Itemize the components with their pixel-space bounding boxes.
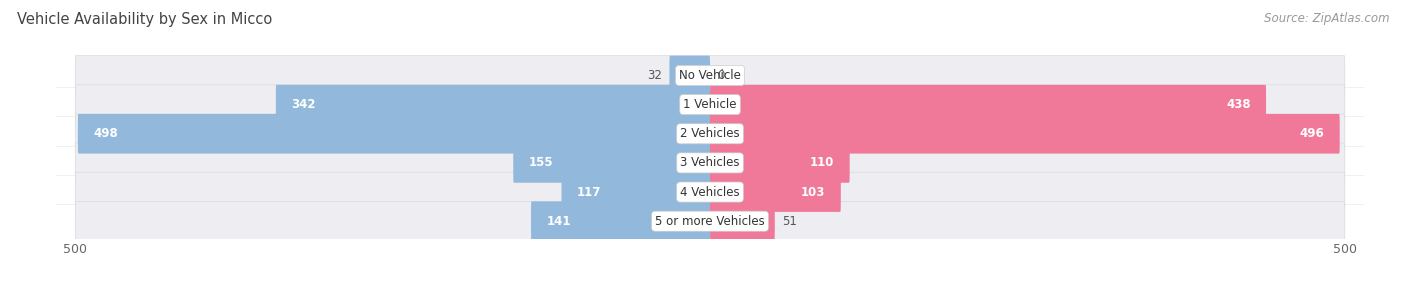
Text: Vehicle Availability by Sex in Micco: Vehicle Availability by Sex in Micco bbox=[17, 12, 273, 27]
Text: 51: 51 bbox=[782, 215, 797, 228]
Text: 1 Vehicle: 1 Vehicle bbox=[683, 98, 737, 111]
FancyBboxPatch shape bbox=[276, 85, 710, 125]
Text: 4 Vehicles: 4 Vehicles bbox=[681, 185, 740, 199]
Text: 5 or more Vehicles: 5 or more Vehicles bbox=[655, 215, 765, 228]
FancyBboxPatch shape bbox=[710, 143, 849, 183]
FancyBboxPatch shape bbox=[669, 56, 710, 95]
Text: 110: 110 bbox=[810, 156, 834, 170]
FancyBboxPatch shape bbox=[76, 143, 1344, 183]
FancyBboxPatch shape bbox=[710, 201, 775, 241]
FancyBboxPatch shape bbox=[531, 201, 710, 241]
Text: 117: 117 bbox=[576, 185, 602, 199]
FancyBboxPatch shape bbox=[76, 172, 1344, 212]
FancyBboxPatch shape bbox=[513, 143, 710, 183]
FancyBboxPatch shape bbox=[77, 114, 710, 154]
FancyBboxPatch shape bbox=[710, 172, 841, 212]
Text: 103: 103 bbox=[801, 185, 825, 199]
Text: 438: 438 bbox=[1226, 98, 1251, 111]
FancyBboxPatch shape bbox=[710, 114, 1340, 154]
FancyBboxPatch shape bbox=[76, 56, 1344, 95]
Text: 155: 155 bbox=[529, 156, 553, 170]
FancyBboxPatch shape bbox=[710, 85, 1265, 125]
FancyBboxPatch shape bbox=[561, 172, 710, 212]
Text: 3 Vehicles: 3 Vehicles bbox=[681, 156, 740, 170]
Text: 498: 498 bbox=[93, 127, 118, 140]
Text: 496: 496 bbox=[1299, 127, 1324, 140]
FancyBboxPatch shape bbox=[76, 114, 1344, 154]
FancyBboxPatch shape bbox=[76, 201, 1344, 241]
Text: 32: 32 bbox=[647, 69, 662, 82]
Legend: Male, Female: Male, Female bbox=[644, 305, 776, 306]
Text: 342: 342 bbox=[291, 98, 315, 111]
FancyBboxPatch shape bbox=[76, 85, 1344, 125]
Text: 141: 141 bbox=[547, 215, 571, 228]
Text: 0: 0 bbox=[717, 69, 725, 82]
Text: Source: ZipAtlas.com: Source: ZipAtlas.com bbox=[1264, 12, 1389, 25]
Text: No Vehicle: No Vehicle bbox=[679, 69, 741, 82]
Text: 2 Vehicles: 2 Vehicles bbox=[681, 127, 740, 140]
